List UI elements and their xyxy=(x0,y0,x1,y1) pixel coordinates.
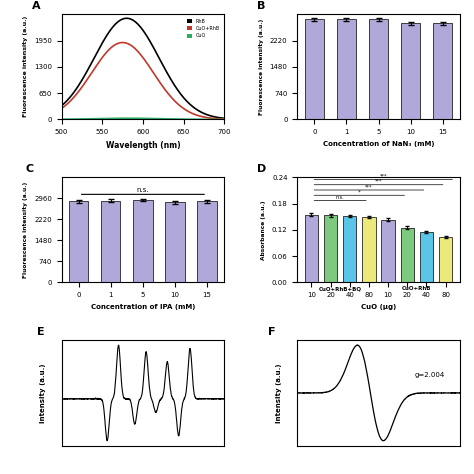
Bar xyxy=(401,23,420,119)
Y-axis label: Fluorescence intensity (a.u.): Fluorescence intensity (a.u.) xyxy=(23,16,28,118)
Y-axis label: Intensity (a.u.): Intensity (a.u.) xyxy=(40,363,46,423)
Bar xyxy=(337,19,356,119)
Text: ***: *** xyxy=(375,179,382,184)
Bar xyxy=(324,215,337,283)
Bar xyxy=(305,215,318,283)
Bar xyxy=(420,232,433,283)
X-axis label: CuO (μg): CuO (μg) xyxy=(361,304,396,310)
Y-axis label: Absorbance (a.u.): Absorbance (a.u.) xyxy=(261,200,266,260)
Y-axis label: Intensity (a.u.): Intensity (a.u.) xyxy=(276,363,282,423)
Text: A: A xyxy=(32,1,41,11)
Bar xyxy=(305,19,324,119)
Bar xyxy=(69,201,88,283)
Text: F: F xyxy=(268,327,275,337)
Bar xyxy=(133,201,153,283)
Bar xyxy=(382,220,395,283)
Bar xyxy=(198,201,217,283)
Text: D: D xyxy=(256,164,266,174)
Text: n.s.: n.s. xyxy=(336,195,345,200)
Y-axis label: Fluorescence intensity (a.u.): Fluorescence intensity (a.u.) xyxy=(259,18,264,115)
Bar xyxy=(439,237,452,283)
Text: ***: *** xyxy=(365,184,373,189)
X-axis label: Concentration of IPA (mM): Concentration of IPA (mM) xyxy=(91,304,195,310)
Text: *: * xyxy=(358,190,361,194)
Text: CuO+RhB+BQ: CuO+RhB+BQ xyxy=(319,286,362,292)
Bar xyxy=(369,19,388,119)
Text: E: E xyxy=(37,327,45,337)
Text: C: C xyxy=(26,164,34,174)
Bar xyxy=(343,216,356,283)
Text: ***: *** xyxy=(380,173,387,179)
Bar xyxy=(362,217,375,283)
Text: B: B xyxy=(256,1,265,11)
Bar xyxy=(101,201,120,283)
Bar xyxy=(401,228,414,283)
Text: n.s.: n.s. xyxy=(137,187,149,193)
Y-axis label: Fluorescence intensity (a.u.): Fluorescence intensity (a.u.) xyxy=(24,182,28,278)
X-axis label: Concentration of NaN₃ (mM): Concentration of NaN₃ (mM) xyxy=(323,141,434,146)
Legend: RhB, CuO+RhB, CuO: RhB, CuO+RhB, CuO xyxy=(185,17,222,40)
Bar xyxy=(165,202,185,283)
X-axis label: Wavelength (nm): Wavelength (nm) xyxy=(106,141,180,150)
Bar xyxy=(433,23,452,119)
Text: g=2.004: g=2.004 xyxy=(414,372,445,378)
Text: CuO+RhB: CuO+RhB xyxy=(402,286,432,292)
